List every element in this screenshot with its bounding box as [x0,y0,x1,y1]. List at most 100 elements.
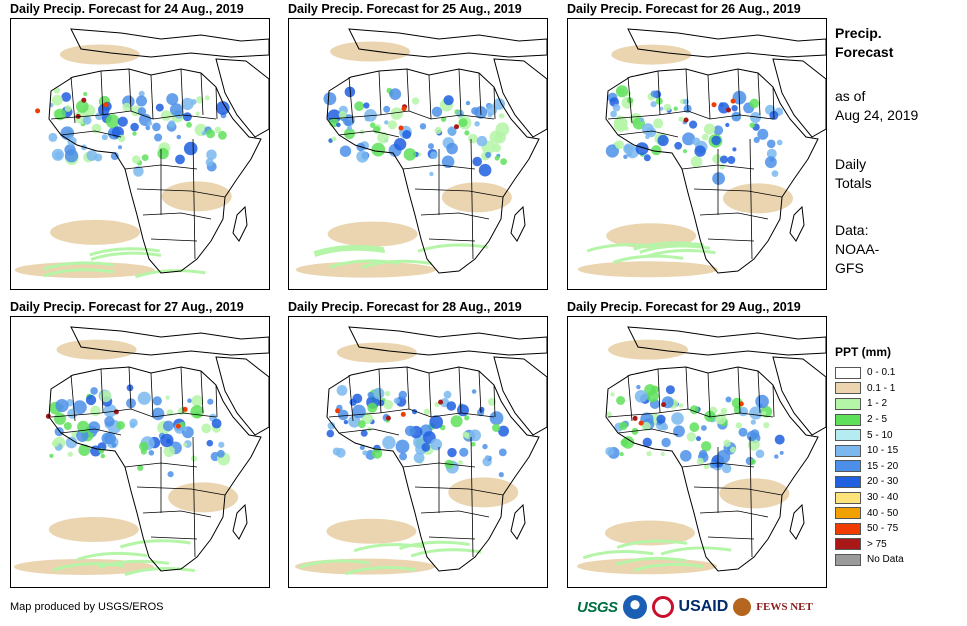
legend-swatch [835,366,861,379]
rain-cell [660,451,665,457]
dry-area [611,44,692,65]
rain-cell [423,408,431,415]
rain-cell [639,117,645,123]
africa-map-svg [295,28,547,278]
heavy-rain-cell [400,411,406,417]
rain-cell [88,421,101,434]
panel-title: Daily Precip. Forecast for 28 Aug., 2019 [288,300,522,314]
madagascar-outline [232,503,248,540]
rain-cell [117,116,128,127]
madagascar-outline [789,205,805,242]
legend-swatch [835,538,861,551]
country-border [707,536,755,540]
rain-cell [644,384,656,396]
legend-item: 1 - 2 [835,396,904,412]
rain-cell [701,441,712,452]
precip-map [567,316,827,588]
dry-area [448,477,519,508]
rain-cell [711,135,721,146]
legend-label: 15 - 20 [867,460,899,472]
legend-swatch [835,444,861,457]
data-line1: Data: [835,222,869,238]
rain-cell [163,445,175,457]
rain-cell [750,112,761,123]
rain-cell [358,420,366,429]
country-border [200,72,204,116]
legend-label: 2 - 5 [867,414,888,426]
asof-line1: as of [835,88,866,104]
dry-area [441,182,512,213]
rain-streak [632,562,704,573]
rain-streak [410,548,482,558]
rain-cell [459,447,469,457]
rain-cell [196,96,204,104]
rain-cell [204,95,210,101]
rain-cell [54,412,66,425]
rain-cell [605,144,619,158]
rain-cell [774,434,785,445]
rain-cell [478,163,492,177]
rain-cell [615,140,624,150]
rain-cell [326,429,335,438]
rain-cell [720,155,728,164]
rain-cell [713,125,724,136]
legend-item: No Data [835,552,904,568]
rain-cell [457,404,469,417]
rain-cell [498,425,509,437]
rain-cell [211,418,222,429]
rain-cell [665,385,675,395]
rain-streak [586,243,658,253]
rain-cell [680,450,692,462]
rain-cell [395,439,410,454]
country-border [348,76,354,124]
dry-area [161,181,232,212]
legend-label: 40 - 50 [867,507,899,519]
rain-cell [696,457,704,465]
country-border [707,74,711,120]
rain-cell [447,126,457,136]
rain-streak [660,546,732,556]
legend-label: 10 - 15 [867,445,899,457]
rain-cell [465,100,471,106]
country-border [627,374,633,422]
rain-cell [207,398,214,405]
rain-cell [636,384,641,390]
country-border [338,130,400,138]
rain-cell [748,438,760,451]
rain-cell [218,130,227,140]
rain-cell [712,172,725,185]
country-border [150,372,154,418]
country-border [215,384,218,418]
legend-label: 0 - 0.1 [867,367,896,379]
europe-outline [70,326,269,356]
rain-cell [471,442,476,447]
heavy-rain-cell [75,113,81,119]
europe-outline [70,28,269,58]
rain-cell [731,111,742,122]
rain-cell [53,87,61,94]
legend-item: 5 - 10 [835,427,904,443]
rain-cell [616,396,626,405]
data-line3: GFS [835,260,864,276]
rain-cell [761,411,767,416]
legend-swatch [835,429,861,442]
rain-cell [472,156,482,167]
rain-cell [331,136,337,142]
rain-cell [485,151,492,159]
heavy-rain-cell [711,102,717,108]
country-border [428,74,432,120]
rain-cell [148,450,155,456]
rain-cell [428,143,434,150]
rain-cell [347,125,352,131]
dry-area [577,261,718,278]
rain-cell [430,438,443,451]
country-border [192,138,196,260]
rain-cell [190,99,197,105]
country-border [749,138,753,260]
rain-cell [163,420,174,432]
country-border [50,408,217,418]
rain-cell [218,441,225,448]
fews-net-logo: FEWS NET [756,601,813,613]
legend-swatch [835,382,861,395]
rain-cell [377,399,385,407]
